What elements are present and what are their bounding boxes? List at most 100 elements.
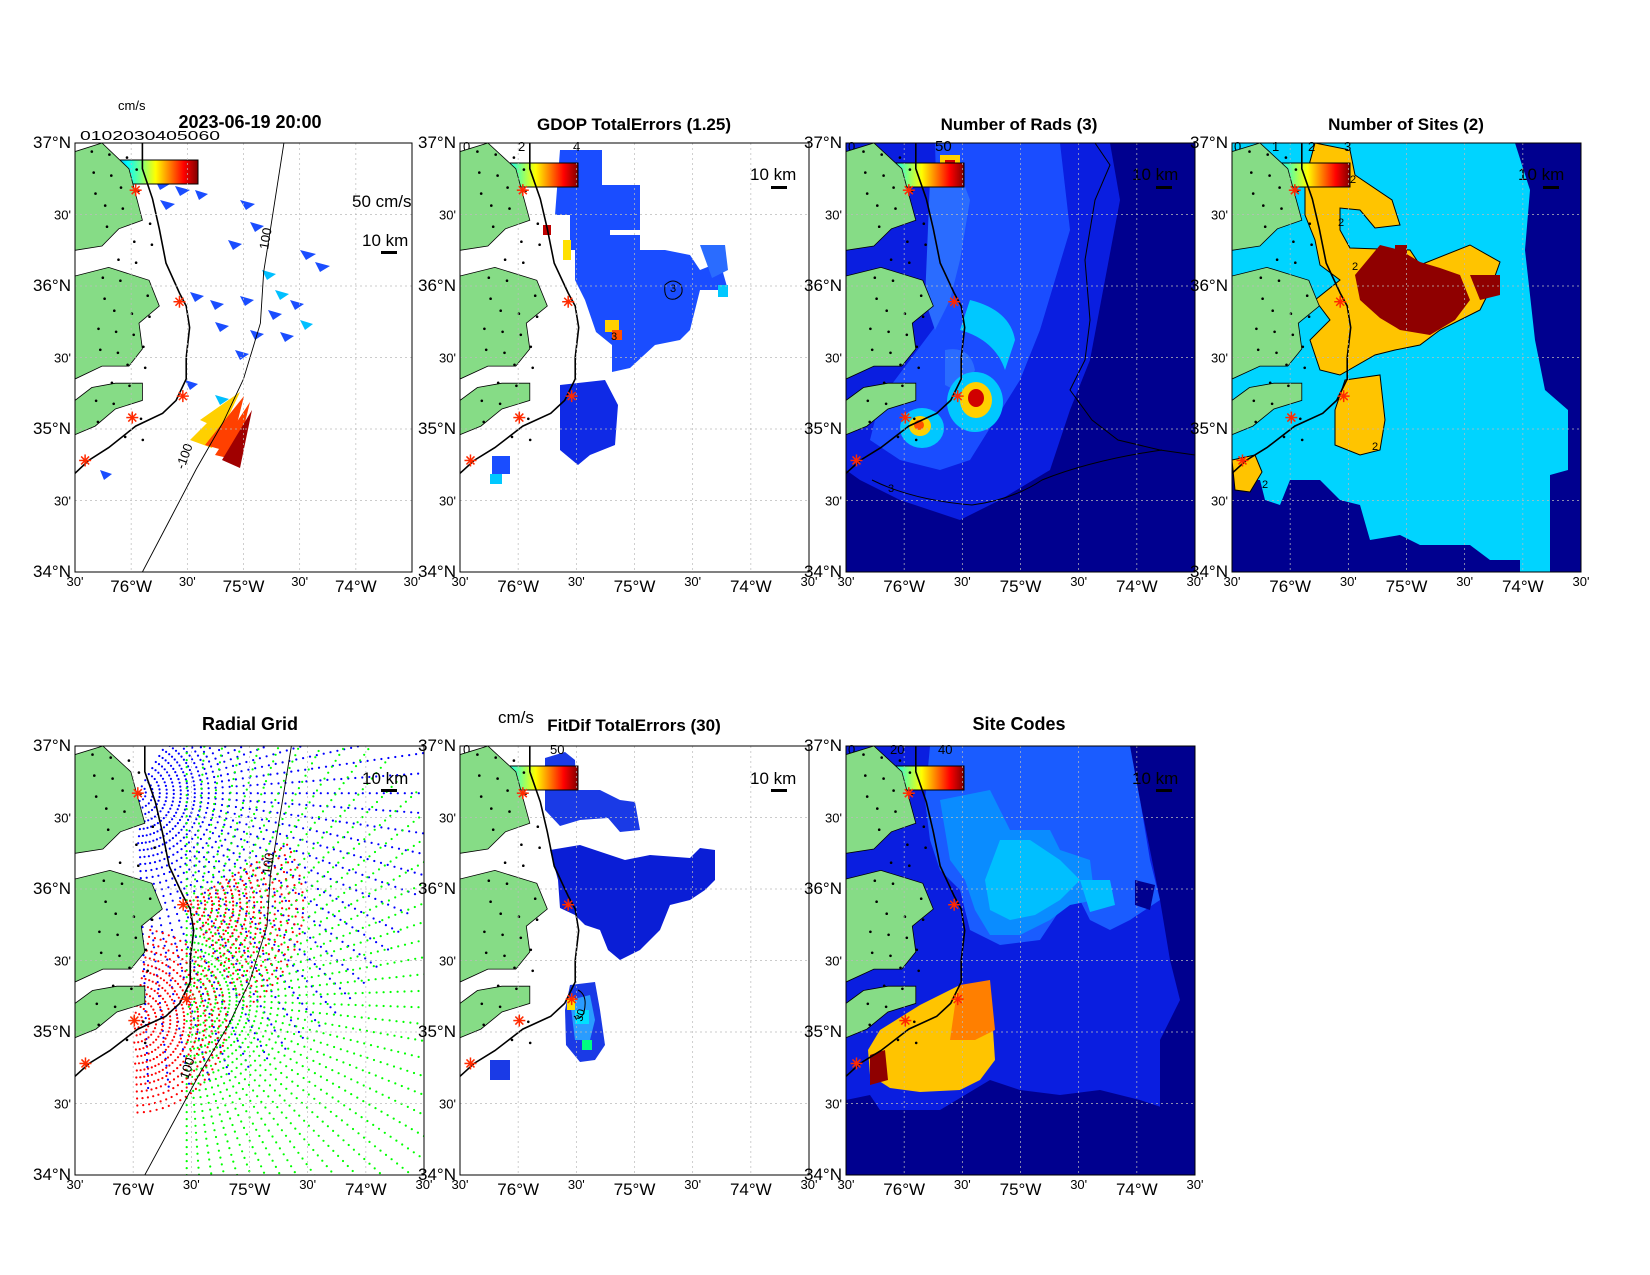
radial-grid-point: [145, 993, 148, 996]
radial-grid-point: [393, 906, 396, 909]
radial-grid-point: [190, 903, 193, 906]
radial-grid-point: [185, 833, 188, 836]
radial-grid-point: [213, 866, 216, 870]
radial-grid-point: [289, 938, 292, 941]
radial-grid-point: [148, 840, 151, 843]
radial-grid-point: [259, 1005, 262, 1008]
island-dot: [498, 1005, 502, 1009]
radial-grid-point: [276, 977, 279, 980]
radial-grid-point: [328, 673, 330, 675]
radial-grid-point: [273, 660, 275, 662]
radial-grid-point: [256, 990, 259, 993]
island-dot: [1261, 297, 1264, 301]
island-dot: [125, 156, 129, 159]
radial-grid-point: [240, 955, 243, 959]
radial-grid-point: [232, 904, 235, 907]
radial-grid-point: [195, 766, 198, 769]
radial-grid-point: [163, 1043, 166, 1046]
radial-grid-point: [384, 1177, 386, 1179]
radial-grid-point: [254, 1015, 257, 1018]
radial-grid-point: [198, 733, 200, 735]
radial-grid-point: [235, 792, 238, 795]
radial-grid-point: [193, 1010, 196, 1013]
radial-grid-point: [165, 796, 168, 799]
radial-grid-point: [268, 1018, 271, 1021]
radial-grid-point: [186, 1041, 189, 1044]
radial-grid-point: [451, 1064, 453, 1066]
radial-grid-point: [274, 821, 277, 824]
radial-grid-point: [371, 1219, 373, 1221]
radial-grid-point: [263, 1000, 266, 1003]
radial-grid-point: [212, 1093, 216, 1096]
radial-grid-point: [255, 775, 258, 778]
radial-grid-point: [211, 698, 213, 700]
radial-grid-point: [453, 844, 455, 846]
contour-label: 3: [611, 331, 617, 343]
radial-grid-point: [161, 1068, 164, 1071]
radial-grid-point: [300, 894, 303, 897]
radial-grid-point: [160, 1028, 163, 1031]
radial-grid-point: [186, 1202, 188, 1204]
radial-grid-point: [368, 1103, 371, 1106]
lon-tick-label: 30': [568, 574, 585, 589]
radial-grid-point: [186, 1251, 188, 1253]
radial-grid-point: [346, 945, 349, 949]
radial-grid-point: [177, 752, 180, 755]
radial-grid-point: [399, 805, 402, 808]
radial-grid-point: [381, 1018, 384, 1021]
radial-grid-point: [444, 971, 446, 973]
radial-grid-point: [209, 931, 213, 934]
radial-grid-point: [152, 854, 155, 857]
radial-grid-point: [238, 898, 241, 901]
radial-grid-point: [351, 826, 354, 829]
radial-grid-point: [214, 996, 218, 999]
lon-tick-label: 30': [1340, 574, 1357, 589]
site-marker-icon: [1288, 184, 1301, 197]
radial-grid-point: [134, 1062, 137, 1065]
radial-grid-point: [150, 1005, 153, 1008]
radial-grid-point: [389, 814, 392, 817]
radial-grid-point: [140, 1040, 143, 1043]
radial-grid-point: [339, 981, 342, 985]
radial-grid-point: [360, 728, 362, 730]
radial-grid-point: [145, 834, 148, 837]
scale-bar: [771, 186, 787, 189]
radial-grid-point: [274, 706, 276, 708]
radial-grid-point: [145, 1089, 148, 1092]
site-marker-icon: [177, 898, 190, 911]
radial-grid-point: [197, 913, 200, 917]
radial-grid-point: [239, 980, 242, 983]
radial-grid-point: [349, 957, 352, 960]
radial-grid-point: [243, 917, 246, 921]
radial-grid-point: [165, 814, 168, 817]
radial-grid-point: [359, 941, 362, 944]
radial-grid-point: [272, 878, 275, 881]
radial-grid-point: [247, 1033, 250, 1036]
radial-grid-point: [380, 795, 383, 799]
radial-grid-point: [276, 1123, 279, 1126]
radial-grid-point: [394, 885, 397, 889]
radial-grid-point: [192, 803, 195, 807]
radial-grid-point: [298, 986, 301, 989]
nrads-field: [846, 143, 1195, 520]
radial-grid-point: [383, 1131, 386, 1134]
island-dot: [508, 207, 511, 210]
radial-grid-point: [207, 670, 209, 672]
radial-grid-point: [180, 848, 183, 851]
radial-grid-point: [267, 854, 270, 857]
radial-grid-point: [180, 881, 183, 884]
radial-grid-point: [338, 987, 342, 990]
radial-grid-point: [431, 1007, 433, 1009]
radial-grid-point: [141, 806, 144, 809]
site-marker-icon: [948, 295, 961, 308]
radial-grid-point: [204, 1044, 207, 1047]
radial-grid-point: [258, 866, 261, 869]
radial-grid-point: [303, 1138, 306, 1141]
radial-grid-point: [208, 1158, 211, 1161]
island-dot: [862, 150, 865, 153]
radial-grid-point: [412, 734, 414, 736]
radial-grid-point: [200, 1202, 202, 1204]
radial-grid-point: [194, 1124, 197, 1127]
radial-grid-point: [339, 918, 342, 921]
radial-grid-point: [308, 1080, 311, 1083]
